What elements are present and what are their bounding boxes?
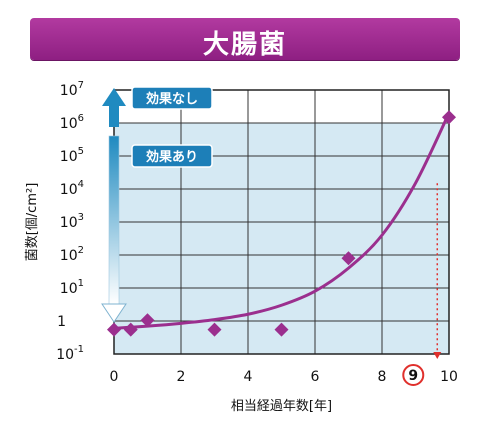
arrow-down-icon <box>101 303 127 323</box>
marker-label: 9 <box>408 368 418 384</box>
arrow-lower-shaft <box>108 135 120 305</box>
marker-arrowhead <box>433 352 442 359</box>
x-axis-title: 相当経過年数[年] <box>231 399 332 414</box>
y-tick-label: 10-1 <box>56 344 84 363</box>
y-axis-title: 菌数[個/cm²] <box>25 183 40 262</box>
data-point <box>274 322 289 337</box>
badge-effective: 効果あり <box>131 144 213 168</box>
x-tick-label: 6 <box>311 369 320 385</box>
y-tick-label: 104 <box>60 179 84 198</box>
marker-circle <box>402 364 425 386</box>
x-tick-label: 8 <box>378 369 387 385</box>
data-point <box>123 322 138 337</box>
x-tick-label: 2 <box>177 369 186 385</box>
data-point <box>140 313 155 328</box>
data-point <box>107 322 121 337</box>
title-banner: 大腸菌 <box>30 18 460 60</box>
arrow-up-icon <box>102 88 126 106</box>
y-tick-label: 105 <box>60 146 84 165</box>
y-tick-label: 107 <box>60 80 84 99</box>
x-tick-label: 4 <box>244 369 253 385</box>
y-tick-label: 101 <box>60 278 84 297</box>
badge-no-effect-box <box>131 86 213 110</box>
y-tick-label: 1 <box>57 314 66 330</box>
data-point <box>341 251 356 266</box>
x-tick-label: 0 <box>110 369 119 385</box>
badge-effective-text: 効果あり <box>146 149 198 165</box>
badge-effective-box <box>131 144 213 168</box>
data-point <box>207 322 222 337</box>
y-tick-label: 106 <box>60 113 84 132</box>
arrow-upper-shaft <box>109 105 119 127</box>
badge-no-effect-text: 効果なし <box>146 91 198 107</box>
chart-title: 大腸菌 <box>202 30 287 60</box>
badge-no-effect: 効果なし <box>131 86 213 110</box>
fit-curve <box>113 112 451 330</box>
data-point <box>442 110 456 125</box>
x-tick-label: 10 <box>440 369 458 385</box>
y-tick-label: 103 <box>60 212 84 231</box>
y-tick-label: 102 <box>60 245 84 264</box>
